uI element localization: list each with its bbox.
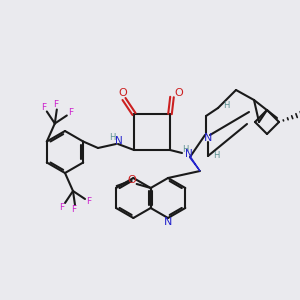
Polygon shape bbox=[190, 157, 200, 171]
Text: F: F bbox=[53, 100, 58, 109]
Text: N: N bbox=[115, 136, 123, 146]
Text: H: H bbox=[109, 134, 115, 142]
Text: N: N bbox=[185, 149, 193, 159]
Text: N: N bbox=[204, 133, 212, 143]
Text: H: H bbox=[223, 101, 229, 110]
Text: F: F bbox=[86, 197, 92, 206]
Text: F: F bbox=[41, 103, 46, 112]
Text: F: F bbox=[71, 206, 76, 214]
Text: H: H bbox=[182, 145, 188, 154]
Text: O: O bbox=[118, 88, 127, 98]
Text: O: O bbox=[175, 88, 183, 98]
Text: F: F bbox=[68, 108, 74, 117]
Text: H: H bbox=[213, 152, 219, 160]
Text: N: N bbox=[164, 217, 172, 227]
Text: O: O bbox=[127, 175, 136, 185]
Text: F: F bbox=[59, 202, 64, 211]
